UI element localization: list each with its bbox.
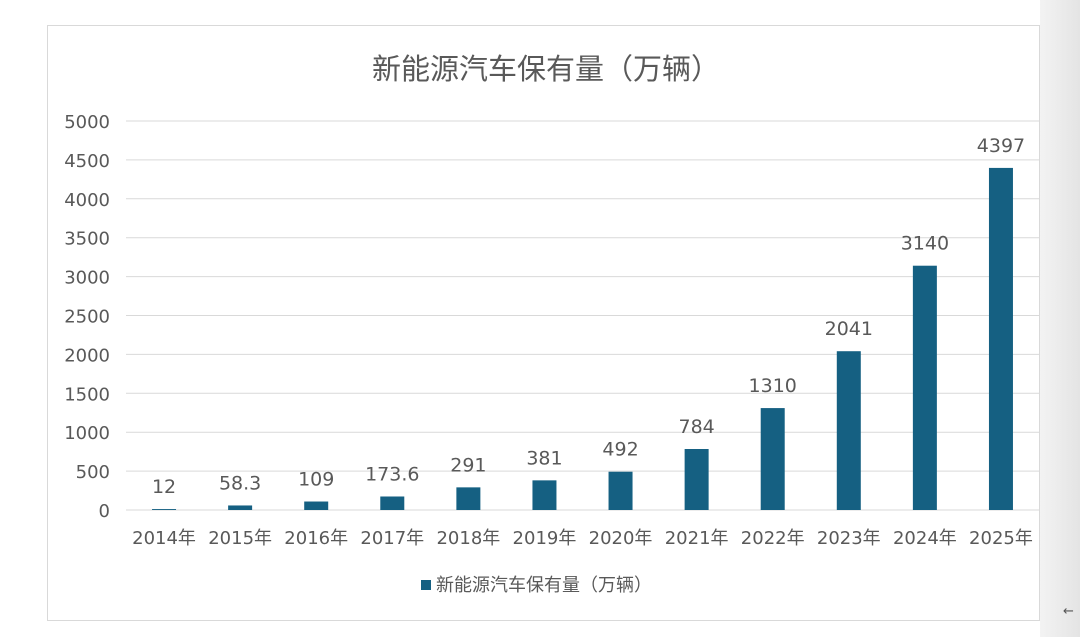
x-tick-label: 2017年 xyxy=(360,528,424,549)
x-tick-label: 2016年 xyxy=(284,528,348,549)
y-axis-tick-labels: 0 500 1000 1500 2000 2500 3000 3500 4000 4500 5000 xyxy=(64,112,110,522)
data-label: 3140 xyxy=(901,233,949,255)
y-tick-label: 0 xyxy=(99,501,110,522)
data-label: 109 xyxy=(298,469,334,491)
bar xyxy=(760,408,785,510)
bar xyxy=(304,501,329,510)
bar xyxy=(152,509,177,510)
data-label: 291 xyxy=(450,454,486,476)
data-label: 784 xyxy=(678,416,714,438)
scroll-left-arrow-icon[interactable]: ← xyxy=(1063,604,1074,619)
y-tick-label: 3500 xyxy=(64,229,110,250)
x-tick-label: 2020年 xyxy=(589,528,653,549)
y-tick-label: 5000 xyxy=(64,112,110,133)
x-tick-label: 2019年 xyxy=(513,528,577,549)
data-label: 2041 xyxy=(825,318,873,340)
legend: 新能源汽车保有量（万辆） xyxy=(421,575,652,596)
x-tick-label: 2015年 xyxy=(208,528,272,549)
data-label: 381 xyxy=(526,447,562,469)
y-tick-label: 3000 xyxy=(64,268,110,289)
x-tick-label: 2022年 xyxy=(741,528,805,549)
data-label: 492 xyxy=(602,439,638,461)
y-tick-label: 4500 xyxy=(64,151,110,172)
y-tick-label: 2000 xyxy=(64,345,110,366)
y-tick-label: 500 xyxy=(76,462,110,483)
chart-title: 新能源汽车保有量（万辆） xyxy=(372,52,720,86)
chart-area: 新能源汽车保有量（万辆） 0 500 1000 1500 2000 2500 3000 350… xyxy=(47,25,1040,621)
bar xyxy=(608,471,633,510)
bars xyxy=(152,167,1013,511)
window-edge-shadow xyxy=(1040,0,1080,637)
bar xyxy=(228,505,253,510)
bar-chart: 新能源汽车保有量（万辆） 0 500 1000 1500 2000 2500 3000 350… xyxy=(64,52,1039,596)
bar xyxy=(912,265,937,510)
data-label: 58.3 xyxy=(219,472,261,494)
x-tick-label: 2023年 xyxy=(817,528,881,549)
y-tick-label: 1000 xyxy=(64,423,110,444)
data-label: 12 xyxy=(152,476,176,498)
x-tick-label: 2014年 xyxy=(132,528,196,549)
x-tick-label: 2021年 xyxy=(665,528,729,549)
x-tick-label: 2018年 xyxy=(436,528,500,549)
bar xyxy=(684,449,709,510)
data-label: 4397 xyxy=(977,135,1025,157)
y-tick-label: 1500 xyxy=(64,384,110,405)
y-tick-label: 2500 xyxy=(64,307,110,328)
bar xyxy=(836,351,861,510)
y-tick-label: 4000 xyxy=(64,190,110,211)
x-tick-label: 2025年 xyxy=(969,528,1033,549)
bar xyxy=(532,480,557,510)
data-label: 173.6 xyxy=(365,463,419,485)
data-label: 1310 xyxy=(749,375,797,397)
gridlines xyxy=(126,120,1039,511)
legend-swatch xyxy=(421,580,431,590)
bar xyxy=(380,496,405,510)
bar xyxy=(456,487,481,510)
data-labels: 12 58.3 109 173.6 291 381 492 784 1310 2041 3140 43… xyxy=(152,135,1025,498)
x-tick-label: 2024年 xyxy=(893,528,957,549)
x-axis-tick-labels: 2014年 2015年 2016年 2017年 2018年 2019年 2020年 2021年… xyxy=(132,528,1033,549)
bar xyxy=(988,167,1013,511)
legend-label: 新能源汽车保有量（万辆） xyxy=(436,575,652,596)
